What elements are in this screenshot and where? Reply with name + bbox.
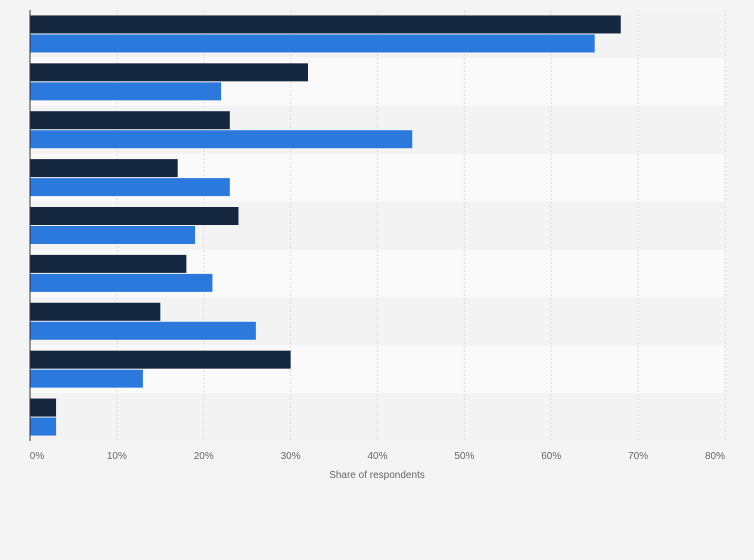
x-tick-label: 30% (281, 451, 301, 462)
bar-series-1 (30, 111, 230, 130)
x-tick-label: 20% (194, 451, 214, 462)
bars (30, 15, 621, 436)
x-tick-labels: 0% 10% 20% 30% 40% 50% 60% 70% 80% (30, 451, 725, 462)
bar-series-2 (30, 82, 222, 101)
bar-series-1 (30, 159, 178, 178)
x-tick-label: 10% (107, 451, 127, 462)
bar-series-2 (30, 321, 256, 340)
x-tick-label: 70% (628, 451, 648, 462)
bar-series-1 (30, 350, 291, 369)
bar-series-1 (30, 254, 187, 273)
bar-series-2 (30, 178, 230, 197)
x-axis-title: Share of respondents (329, 470, 425, 481)
bar-series-2 (30, 417, 57, 436)
bar-series-2 (30, 34, 595, 53)
bar-series-2 (30, 273, 213, 292)
bar-series-2 (30, 226, 196, 244)
x-tick-label: 60% (541, 451, 561, 462)
x-tick-label: 50% (454, 451, 474, 462)
x-tick-label: 0% (30, 451, 45, 462)
row-bands (30, 10, 725, 441)
bar-series-1 (30, 302, 161, 321)
row-band (30, 393, 725, 441)
bar-series-2 (30, 130, 413, 149)
bar-series-1 (30, 15, 621, 34)
bar-series-1 (30, 398, 57, 417)
bar-series-1 (30, 207, 239, 225)
bar-series-2 (30, 369, 143, 388)
x-tick-label: 40% (367, 451, 387, 462)
bar-series-1 (30, 63, 308, 82)
x-tick-label: 80% (705, 451, 725, 462)
